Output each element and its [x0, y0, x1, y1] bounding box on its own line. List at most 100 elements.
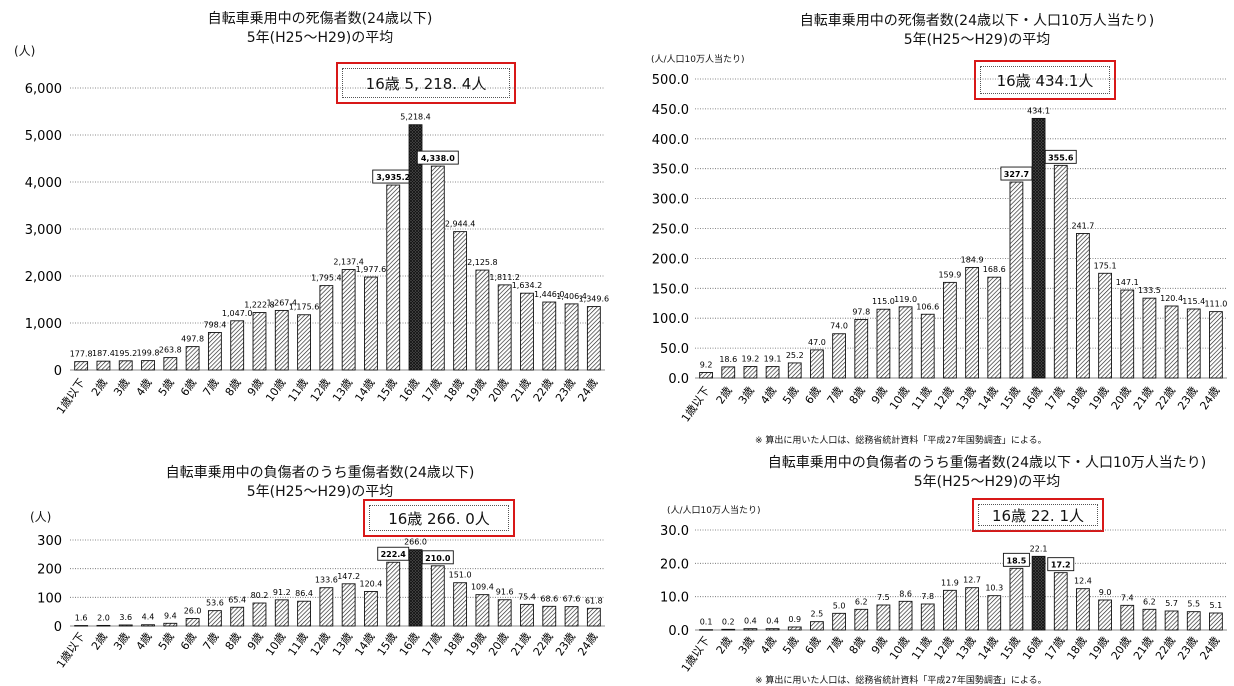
y-tick-label: 400.0 — [652, 133, 689, 148]
x-tick-label: 1歳以下 — [679, 384, 713, 424]
bar — [743, 366, 758, 379]
bar-value-label: 25.2 — [786, 351, 804, 360]
x-tick-label: 16歳 — [397, 630, 422, 658]
y-tick-label: 10.0 — [660, 591, 689, 606]
bar — [96, 624, 111, 627]
bar-value-label: 5.7 — [1165, 599, 1178, 608]
bar-value-label: 327.7 — [1004, 170, 1029, 179]
bar-value-label: 175.1 — [1094, 261, 1117, 270]
x-tick-label: 23歳 — [553, 376, 578, 404]
x-tick-label: 24歳 — [1197, 634, 1222, 662]
bar — [274, 309, 289, 371]
bar — [141, 624, 155, 627]
x-tick-label: 17歳 — [1042, 384, 1067, 412]
bar-value-label: 187.4 — [92, 349, 115, 358]
x-tick-label: 8歳 — [847, 634, 868, 656]
bar — [721, 628, 736, 631]
x-tick-label: 17歳 — [419, 630, 444, 658]
x-tick-label: 11歳 — [286, 630, 311, 658]
bar-value-label: 1,349.6 — [579, 295, 610, 304]
x-tick-label: 21歳 — [508, 376, 533, 404]
bar-value-label: 0.9 — [788, 615, 801, 624]
x-tick-label: 3歳 — [736, 384, 757, 406]
bar — [810, 349, 824, 379]
bar — [453, 582, 468, 627]
bar — [453, 231, 468, 371]
bar-value-label: 97.8 — [852, 308, 870, 317]
bar — [1186, 611, 1201, 631]
bar — [1186, 308, 1201, 379]
bar-value-label: 65.4 — [228, 595, 246, 604]
x-tick-label: 4歳 — [758, 634, 779, 656]
x-tick-label: 14歳 — [976, 634, 1001, 662]
y-unit-label: (人/人口10万人当たり) — [651, 55, 745, 65]
bar — [96, 360, 111, 371]
bar-value-label: 4.4 — [142, 613, 155, 622]
chart-panel: 自転車乗用中の死傷者数(24歳以下・人口10万人当たり) 5年(H25～H29)… — [617, 0, 1234, 446]
y-tick-label: 1,000 — [25, 317, 62, 332]
x-tick-label: 8歳 — [847, 384, 868, 406]
bar-value-label: 151.0 — [449, 571, 472, 580]
bar — [1031, 555, 1046, 631]
y-tick-label: 4,000 — [25, 176, 62, 191]
x-tick-label: 4歳 — [134, 376, 155, 398]
bar — [542, 301, 557, 371]
bar — [1098, 599, 1112, 631]
x-tick-label: 5歳 — [780, 634, 801, 656]
bar — [721, 366, 736, 379]
bar — [74, 361, 89, 371]
x-tick-label: 3歳 — [736, 634, 757, 656]
x-tick-label: 15歳 — [375, 630, 400, 658]
x-tick-label: 10歳 — [887, 384, 912, 412]
y-tick-label: 350.0 — [652, 163, 689, 178]
bar — [341, 583, 356, 627]
bar-value-label: 12.4 — [1074, 577, 1092, 586]
y-tick-label: 200 — [37, 563, 62, 578]
bar-chart: 0.0 50.0 100.0 150.0 200.0 250.0 300.0 350.0 400… — [652, 73, 1228, 424]
bar-value-label: 19.2 — [742, 355, 760, 364]
bar — [1053, 572, 1068, 631]
bar — [475, 269, 490, 371]
bar — [965, 587, 979, 631]
bar — [1076, 233, 1090, 379]
bar — [497, 284, 512, 371]
bar-value-label: 133.5 — [1138, 286, 1161, 295]
bar — [699, 372, 713, 379]
x-tick-label: 22歳 — [1153, 634, 1178, 662]
x-tick-label: 21歳 — [1131, 384, 1156, 412]
bar — [987, 276, 1002, 379]
bar-value-label: 1,267.4 — [266, 298, 297, 307]
y-tick-label: 0.0 — [668, 624, 689, 639]
bar — [1120, 289, 1135, 379]
chart-panel: 自転車乗用中の負傷者のうち重傷者数(24歳以下) 5年(H25～H29)の平均 … — [0, 442, 617, 682]
y-tick-label: 5,000 — [25, 129, 62, 144]
bar-value-label: 199.8 — [137, 349, 160, 358]
bar-value-label: 210.0 — [425, 554, 451, 563]
bar — [252, 312, 267, 371]
x-tick-label: 13歳 — [330, 376, 355, 404]
x-tick-label: 21歳 — [508, 630, 533, 658]
bar — [1098, 272, 1112, 379]
bar — [1164, 610, 1179, 631]
bar-value-label: 17.2 — [1051, 561, 1071, 570]
bar-value-label: 1,977.6 — [356, 265, 387, 274]
x-tick-label: 2歳 — [714, 634, 735, 656]
bar — [319, 285, 334, 371]
y-tick-label: 6,000 — [25, 82, 62, 97]
bar-value-label: 159.9 — [938, 270, 961, 279]
bar-value-label: 1,047.0 — [222, 309, 253, 318]
x-tick-label: 3歳 — [111, 376, 132, 398]
bar — [1142, 608, 1157, 631]
bar-value-label: 1,634.2 — [512, 281, 543, 290]
bar — [408, 549, 423, 627]
bar-value-label: 7.4 — [1121, 593, 1134, 602]
bar — [586, 306, 601, 371]
x-tick-label: 11歳 — [909, 384, 934, 412]
bar-chart: 0 1,000 2,000 3,000 4,000 5,000 6,000 177.8 1歳以下… — [25, 82, 610, 416]
x-tick-label: 21歳 — [1131, 634, 1156, 662]
x-tick-label: 22歳 — [531, 630, 556, 658]
bar-value-label: 184.9 — [961, 255, 984, 264]
y-unit-label: (人) — [30, 510, 52, 524]
bar-value-label: 798.4 — [203, 320, 226, 329]
bar-value-label: 168.6 — [983, 265, 1006, 274]
